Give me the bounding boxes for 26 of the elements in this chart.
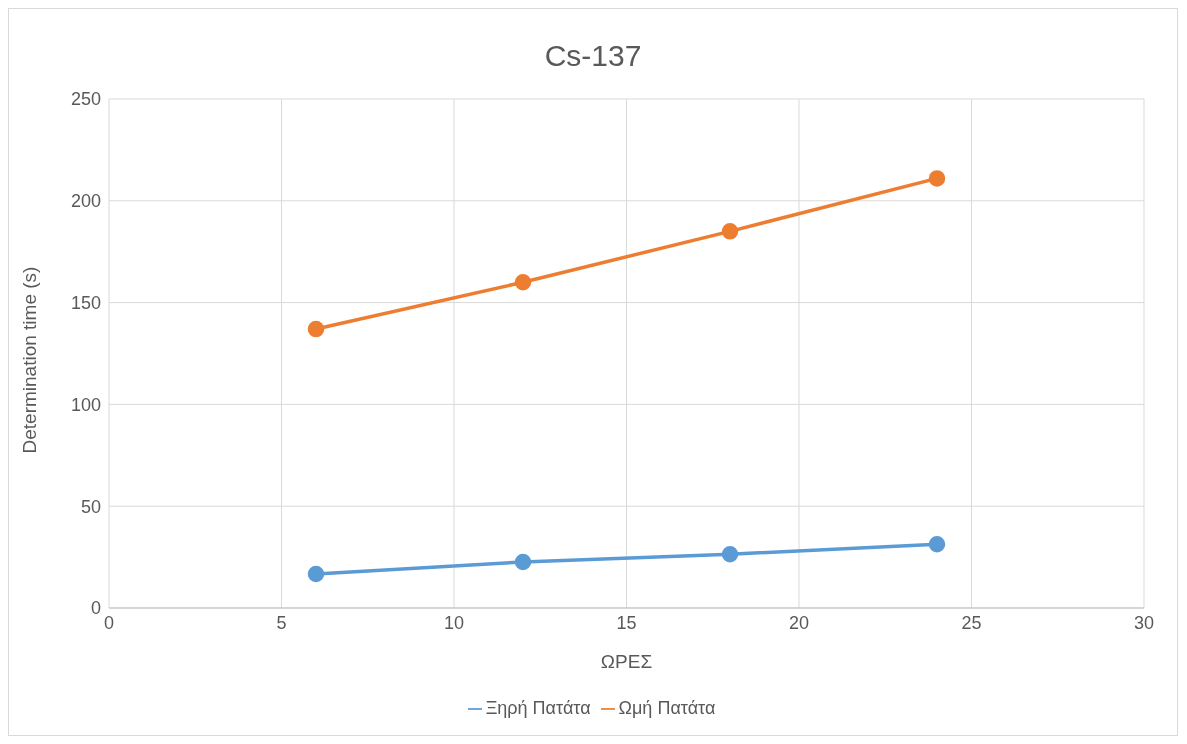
point — [928, 536, 946, 553]
x-tick-label: 5 — [276, 612, 287, 633]
y-axis-title: Determination time (s) — [18, 266, 40, 454]
y-tick-label: 150 — [70, 292, 101, 313]
y-tick-label: 50 — [80, 496, 101, 517]
legend-label: Ωμή Πατάτα — [618, 698, 716, 718]
x-tick-label: 15 — [616, 612, 637, 633]
y-tick-label: 200 — [70, 191, 101, 212]
point — [721, 223, 739, 240]
point — [514, 273, 532, 291]
point — [514, 553, 532, 571]
point — [307, 565, 325, 583]
x-tick-label: 25 — [961, 612, 982, 633]
y-tick-label: 0 — [90, 598, 101, 619]
point — [307, 320, 325, 338]
x-tick-label: 10 — [443, 612, 465, 633]
chart-title: Cs-137 — [543, 38, 643, 74]
x-tick-label: 20 — [788, 612, 810, 633]
x-tick-label: 30 — [1133, 612, 1155, 633]
legend-label: Ξηρή Πατάτα — [485, 698, 591, 718]
x-axis-title: ΩΡΕΣ — [600, 651, 653, 672]
y-tick-label: 100 — [70, 394, 101, 415]
y-tick-label: 250 — [70, 89, 101, 110]
point — [721, 546, 739, 563]
point — [928, 170, 946, 187]
x-tick-label: 0 — [103, 612, 115, 633]
